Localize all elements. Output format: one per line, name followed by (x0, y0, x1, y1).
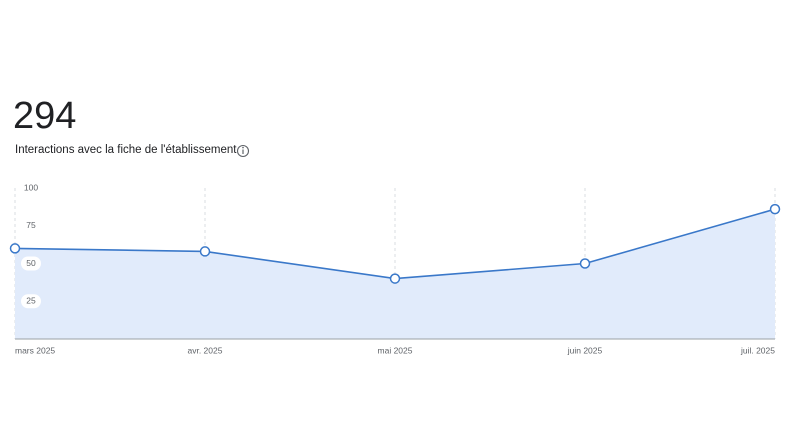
y-tick-mark (21, 218, 41, 233)
y-tick-label: 100 (24, 182, 38, 192)
info-icon[interactable] (236, 144, 250, 158)
y-tick-mark (21, 294, 41, 309)
area (15, 209, 775, 339)
point (769, 203, 781, 215)
x-tick-label: juin 2025 (567, 345, 603, 355)
y-tick-mark (21, 256, 41, 271)
total-value: 294 (13, 95, 76, 137)
x-tick-label: avr. 2025 (188, 345, 223, 355)
y-tick-label: 50 (26, 258, 36, 268)
x-tick-label: mai 2025 (378, 345, 413, 355)
chart-title: Interactions avec la fiche de l'établiss… (15, 144, 237, 156)
y-tick-mark (21, 181, 41, 195)
y-tick-label: 75 (26, 220, 36, 230)
point (199, 246, 211, 257)
point (389, 273, 401, 284)
x-tick-label: mars 2025 (15, 345, 55, 355)
point (9, 243, 21, 254)
point (579, 258, 591, 269)
x-tick-label: juil. 2025 (740, 345, 775, 355)
y-tick-label: 25 (26, 296, 36, 306)
